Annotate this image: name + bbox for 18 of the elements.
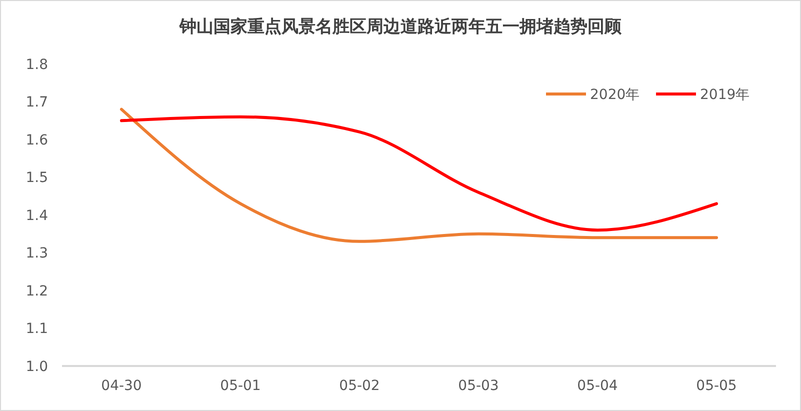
y-tick-label: 1.6: [26, 132, 48, 148]
y-tick-label: 1.0: [26, 358, 48, 375]
y-tick-label: 1.2: [26, 283, 48, 300]
y-tick-label: 1.5: [26, 170, 48, 186]
y-tick-label: 1.1: [26, 321, 48, 338]
y-tick-label: 1.4: [26, 208, 48, 224]
y-tick-label: 1.7: [26, 94, 48, 111]
chart-title: 钟山国家重点风景名胜区周边道路近两年五一拥堵趋势回顾: [178, 17, 622, 37]
x-tick-label: 05-02: [339, 378, 380, 394]
x-tick-label: 05-01: [220, 378, 261, 394]
legend-label: 2019年: [700, 86, 750, 103]
x-tick-label: 05-05: [696, 378, 737, 394]
y-tick-label: 1.3: [26, 246, 48, 262]
legend-label: 2020年: [590, 86, 640, 103]
x-tick-label: 05-03: [458, 378, 499, 394]
y-tick-label: 1.8: [26, 56, 48, 73]
x-tick-label: 04-30: [101, 378, 142, 394]
x-tick-label: 05-04: [577, 378, 618, 394]
